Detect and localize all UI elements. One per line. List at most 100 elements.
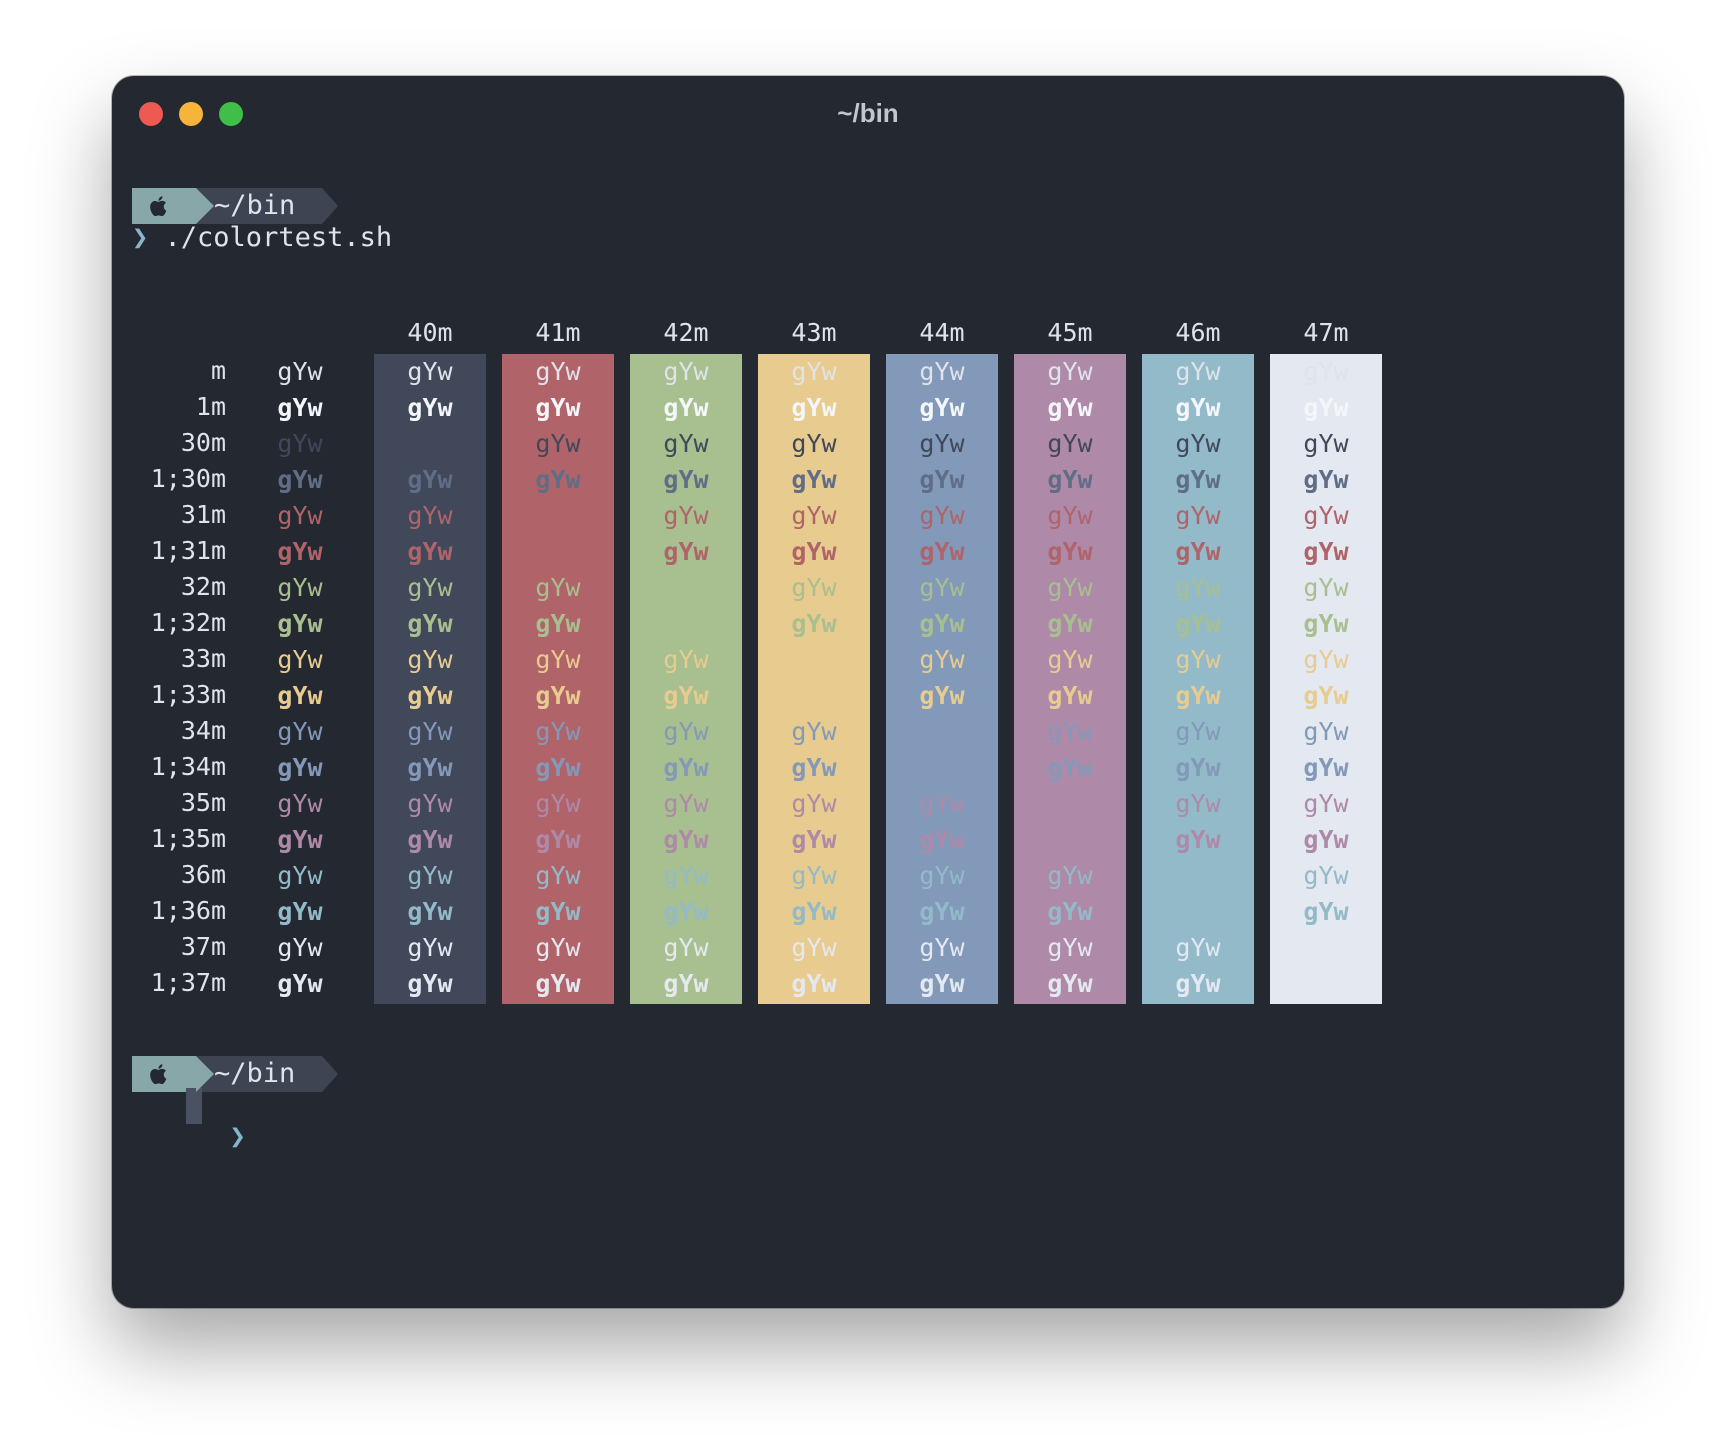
sample-cell: gYw (791, 393, 837, 422)
input-line[interactable]: ❯ (132, 1088, 246, 1214)
sample-cell: gYw (1175, 429, 1221, 458)
sample-cell: gYw (1303, 537, 1349, 566)
terminal-content[interactable]: ~/bin ❯ ./colortest.sh 40m 41m 42m 43m 44m 45… (112, 76, 1624, 1308)
sample-cell: gYw (919, 393, 965, 422)
sample-cell: gYw (1303, 609, 1349, 638)
column-header: 47m (1303, 318, 1349, 347)
prompt-dir-segment (196, 1056, 322, 1092)
sample-cell: gYw (407, 609, 453, 638)
sample-cell: gYw (919, 681, 965, 710)
row-label: 31m (180, 500, 226, 529)
sample-cell: gYw (407, 933, 453, 962)
sample-cell: gYw (791, 789, 837, 818)
sample-cell: gYw (1175, 789, 1221, 818)
sample-cell: gYw (535, 501, 581, 530)
sample-cell: gYw (407, 537, 453, 566)
sample-cell: gYw (791, 933, 837, 962)
sample-cell: gYw (919, 933, 965, 962)
row-label: 1;32m (150, 608, 226, 637)
sample-cell: gYw (1047, 465, 1093, 494)
sample-cell: gYw (791, 429, 837, 458)
sample-cell: gYw (1175, 357, 1221, 386)
sample-cell: gYw (791, 717, 837, 746)
text-cursor (186, 1088, 202, 1124)
row-label: 1;36m (150, 896, 226, 925)
row-label: 1;31m (150, 536, 226, 565)
bg-swatch-black (374, 354, 486, 1004)
sample-cell: gYw (919, 717, 965, 746)
sample-cell: gYw (407, 357, 453, 386)
sample-cell: gYw (1303, 861, 1349, 890)
sample-cell: gYw (1047, 969, 1093, 998)
sample-cell: gYw (919, 429, 965, 458)
sample-cell: gYw (277, 681, 323, 710)
sample-cell: gYw (1303, 969, 1349, 998)
sample-cell: gYw (1175, 501, 1221, 530)
sample-cell: gYw (277, 789, 323, 818)
sample-cell: gYw (277, 717, 323, 746)
zoom-button[interactable] (219, 102, 243, 126)
sample-cell: gYw (277, 933, 323, 962)
column-header: 45m (1047, 318, 1093, 347)
sample-cell: gYw (791, 609, 837, 638)
sample-cell: gYw (663, 681, 709, 710)
sample-cell: gYw (791, 357, 837, 386)
sample-cell: gYw (663, 933, 709, 962)
prompt-os-segment (132, 1056, 196, 1092)
sample-cell: gYw (663, 717, 709, 746)
sample-cell: gYw (1303, 717, 1349, 746)
column-header: 42m (663, 318, 709, 347)
bg-swatch-white (1270, 354, 1382, 1004)
sample-cell: gYw (791, 645, 837, 674)
row-label: 32m (180, 572, 226, 601)
sample-cell: gYw (407, 753, 453, 782)
sample-cell: gYw (535, 933, 581, 962)
sample-cell: gYw (1047, 645, 1093, 674)
sample-cell: gYw (277, 573, 323, 602)
row-label: 1;35m (150, 824, 226, 853)
sample-cell: gYw (407, 501, 453, 530)
row-label: 1;37m (150, 968, 226, 997)
sample-cell: gYw (791, 861, 837, 890)
sample-cell: gYw (1047, 825, 1093, 854)
sample-cell: gYw (919, 357, 965, 386)
command-text: ./colortest.sh (164, 222, 393, 253)
sample-cell: gYw (1303, 357, 1349, 386)
sample-cell: gYw (919, 897, 965, 926)
close-button[interactable] (139, 102, 163, 126)
sample-cell: gYw (277, 825, 323, 854)
sample-cell: gYw (407, 573, 453, 602)
sample-cell: gYw (1047, 429, 1093, 458)
sample-cell: gYw (791, 501, 837, 530)
sample-cell: gYw (277, 969, 323, 998)
sample-cell: gYw (1303, 465, 1349, 494)
prompt-os-segment (132, 188, 196, 224)
sample-cell: gYw (407, 717, 453, 746)
sample-cell: gYw (407, 429, 453, 458)
sample-cell: gYw (919, 825, 965, 854)
row-label: 36m (180, 860, 226, 889)
sample-cell: gYw (1175, 969, 1221, 998)
sample-cell: gYw (1175, 645, 1221, 674)
sample-cell: gYw (663, 393, 709, 422)
sample-cell: gYw (535, 393, 581, 422)
sample-cell: gYw (663, 645, 709, 674)
sample-cell: gYw (277, 465, 323, 494)
sample-cell: gYw (407, 645, 453, 674)
sample-cell: gYw (535, 789, 581, 818)
sample-cell: gYw (1303, 897, 1349, 926)
sample-cell: gYw (277, 357, 323, 386)
sample-cell: gYw (791, 969, 837, 998)
sample-cell: gYw (1303, 753, 1349, 782)
sample-cell: gYw (535, 537, 581, 566)
sample-cell: gYw (791, 681, 837, 710)
minimize-button[interactable] (179, 102, 203, 126)
sample-cell: gYw (277, 501, 323, 530)
sample-cell: gYw (663, 501, 709, 530)
sample-cell: gYw (663, 357, 709, 386)
bg-swatch-blue (886, 354, 998, 1004)
sample-cell: gYw (1175, 897, 1221, 926)
sample-cell: gYw (277, 609, 323, 638)
sample-cell: gYw (535, 645, 581, 674)
sample-cell: gYw (535, 681, 581, 710)
